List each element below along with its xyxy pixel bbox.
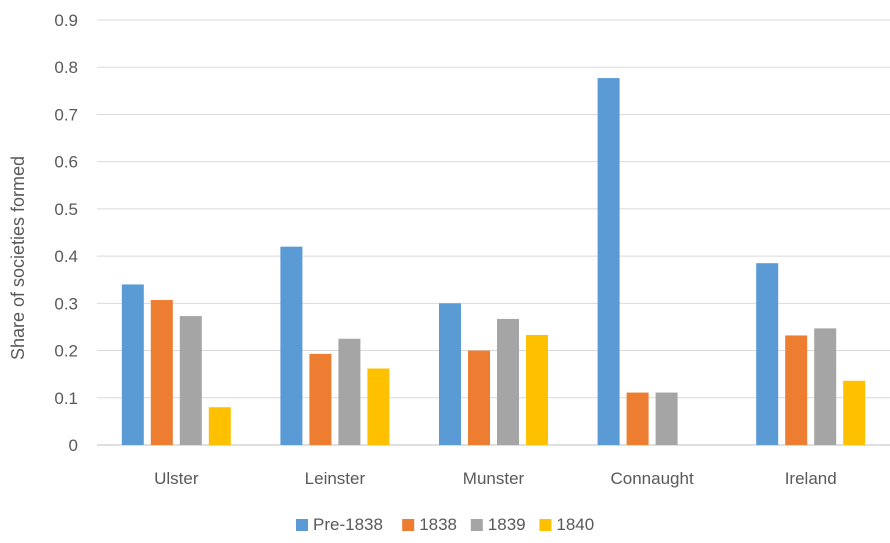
bar-1839-leinster <box>338 338 361 445</box>
legend-swatch <box>296 519 308 531</box>
y-tick-label: 0 <box>69 436 78 455</box>
y-tick-label: 0.8 <box>54 58 78 77</box>
legend-swatch <box>539 519 552 531</box>
y-tick-label: 0.6 <box>54 153 78 172</box>
x-category-label: Munster <box>463 469 525 488</box>
y-tick-label: 0.7 <box>54 105 78 124</box>
bars <box>121 78 866 445</box>
bar-1840-ulster <box>208 407 231 445</box>
x-axis-category-labels: Ulster Leinster Munster Connaught Ireland <box>154 469 837 488</box>
bar-1839-munster <box>497 318 519 445</box>
x-category-label: Ireland <box>785 469 837 488</box>
gridlines <box>97 19 890 446</box>
x-category-label: Connaught <box>611 469 694 488</box>
bar-1840-leinster <box>367 368 390 445</box>
bar-pre-1838-connaught <box>597 78 620 445</box>
bar-1838-connaught <box>626 392 649 445</box>
bar-pre-1838-munster <box>439 303 461 445</box>
legend-swatch <box>402 519 415 531</box>
bar-1840-ireland <box>843 380 866 445</box>
bar-pre-1838-ulster <box>121 284 144 445</box>
bar-pre-1838-leinster <box>280 246 303 445</box>
y-tick-label: 0.3 <box>54 294 78 313</box>
y-tick-label: 0.9 <box>54 11 78 30</box>
legend-label: Pre-1838 <box>313 515 383 534</box>
x-category-label: Leinster <box>305 469 366 488</box>
legend-label: 1839 <box>488 515 526 534</box>
y-tick-label: 0.5 <box>54 200 78 219</box>
bar-1839-connaught <box>655 392 678 445</box>
bar-1838-munster <box>468 350 490 445</box>
y-axis-tick-labels: 0 0.1 0.2 0.3 0.4 0.5 0.6 0.7 0.8 0.9 <box>54 11 78 455</box>
legend-swatch <box>470 519 483 531</box>
bar-1838-leinster <box>309 353 332 445</box>
bar-1839-ulster <box>179 316 202 445</box>
bar-1838-ireland <box>785 335 808 445</box>
legend: Pre-1838 1838 1839 1840 <box>296 515 594 534</box>
bar-1839-ireland <box>814 328 837 445</box>
y-axis-label: Share of societies formed <box>8 156 28 360</box>
bar-pre-1838-ireland <box>756 263 779 445</box>
bar-1838-ulster <box>150 300 173 445</box>
y-tick-label: 0.1 <box>54 389 78 408</box>
y-tick-label: 0.4 <box>54 247 78 266</box>
y-tick-label: 0.2 <box>54 342 78 361</box>
legend-label: 1838 <box>419 515 457 534</box>
bar-1840-munster <box>526 334 548 445</box>
legend-label: 1840 <box>556 515 594 534</box>
x-category-label: Ulster <box>154 469 199 488</box>
